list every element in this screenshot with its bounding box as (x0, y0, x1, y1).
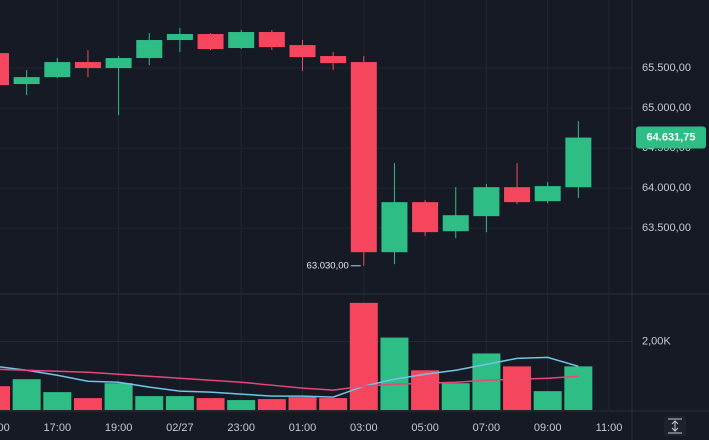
candle-body (381, 202, 408, 253)
x-tick-label: 11:00 (596, 422, 623, 434)
candle-body (74, 62, 101, 69)
y-tick-label: 64.000,00 (642, 182, 691, 194)
candle-body (473, 187, 500, 217)
x-tick-label: 23:00 (227, 422, 255, 434)
candle-body (412, 202, 439, 233)
volume-bar (380, 337, 409, 410)
y-tick-label: 63.500,00 (642, 222, 691, 234)
volume-tick-label: 2,00K (642, 335, 671, 347)
volume-bar (503, 366, 532, 410)
x-tick-label: 07:00 (473, 422, 501, 434)
candle-body (44, 62, 71, 78)
x-tick-label: 15:00 (0, 422, 10, 434)
volume-bar (411, 370, 440, 410)
volume-bar (104, 383, 133, 410)
candle-body (136, 40, 163, 59)
x-tick-label: 02/27 (166, 422, 194, 434)
candle-body (197, 34, 224, 50)
candle-body (442, 215, 469, 232)
price-badge-label: 64.631,75 (647, 131, 696, 143)
volume-bar (564, 366, 593, 410)
x-tick-label: 03:00 (350, 422, 378, 434)
volume-bar (533, 391, 562, 410)
volume-bar (227, 400, 256, 410)
volume-bar (441, 383, 470, 410)
candle-body (105, 58, 132, 69)
volume-bar (319, 398, 348, 410)
candle-body (258, 32, 285, 48)
price-badge (636, 126, 706, 149)
volume-bar (73, 398, 102, 410)
x-tick-label: 05:00 (411, 422, 439, 434)
volume-bar (0, 386, 10, 410)
candle-body (228, 32, 255, 49)
volume-bar (43, 392, 72, 410)
candle-body (289, 45, 316, 58)
x-tick-label: 17:00 (44, 422, 72, 434)
low-annotation-label: 63.030,00 (307, 260, 349, 271)
moving-average-line (0, 356, 579, 398)
y-tick-label: 65.500,00 (642, 62, 691, 74)
x-tick-label: 01:00 (289, 422, 317, 434)
candle-body (504, 187, 531, 203)
volume-bar (349, 302, 378, 410)
volume-bar (288, 397, 317, 410)
volume-bar (165, 396, 194, 410)
x-tick-label: 19:00 (105, 422, 133, 434)
x-tick-label: 09:00 (534, 422, 562, 434)
volume-bar (135, 396, 164, 410)
candle-body (350, 62, 377, 253)
volume-bar (196, 398, 225, 410)
settings-button[interactable] (664, 416, 686, 436)
candle-body (166, 34, 193, 41)
candle-body (0, 53, 9, 86)
volume-bar (12, 379, 41, 410)
volume-bar (257, 399, 286, 410)
candle-body (534, 186, 561, 202)
candle-body (13, 77, 40, 85)
candle-body (565, 137, 592, 188)
moving-average-line (0, 368, 579, 391)
candle-body (320, 56, 347, 64)
y-tick-label: 65.000,00 (642, 102, 691, 114)
